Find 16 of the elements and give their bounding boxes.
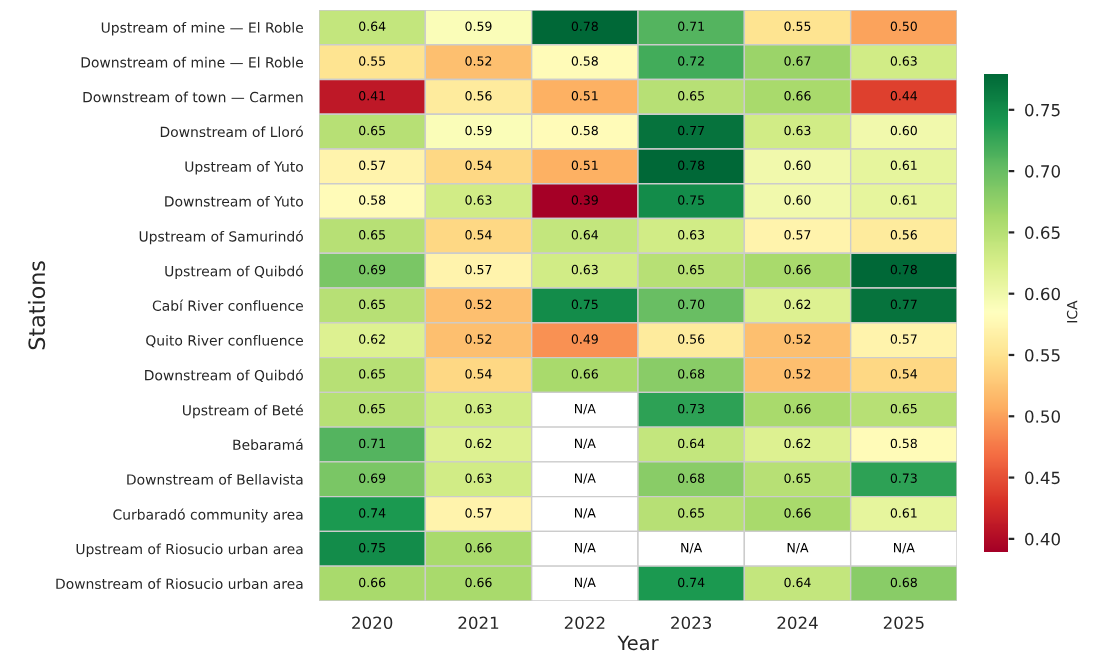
color-bar-label: 0.50 (1025, 410, 1060, 423)
color-bar-label: 0.70 (1025, 165, 1060, 178)
color-bar-label: 0.75 (1025, 103, 1060, 117)
x-tick-label: 2025 (883, 616, 924, 630)
color-bar-label: 0.65 (1025, 226, 1060, 239)
y-axis-title: Stations (27, 261, 46, 350)
x-tick-label: 2021 (458, 616, 499, 630)
color-bar-label: 0.60 (1025, 287, 1060, 301)
x-tick-label: 2020 (352, 616, 393, 630)
color-bar-label: 0.45 (1025, 471, 1060, 485)
x-tick-label: 2022 (564, 616, 605, 630)
x-tick-label: 2023 (671, 616, 712, 630)
color-bar-label: 0.55 (1025, 348, 1060, 362)
color-bar-label: 0.40 (1025, 532, 1060, 546)
x-tick-label: 2024 (777, 616, 818, 630)
x-axis-title: Year (617, 635, 659, 651)
